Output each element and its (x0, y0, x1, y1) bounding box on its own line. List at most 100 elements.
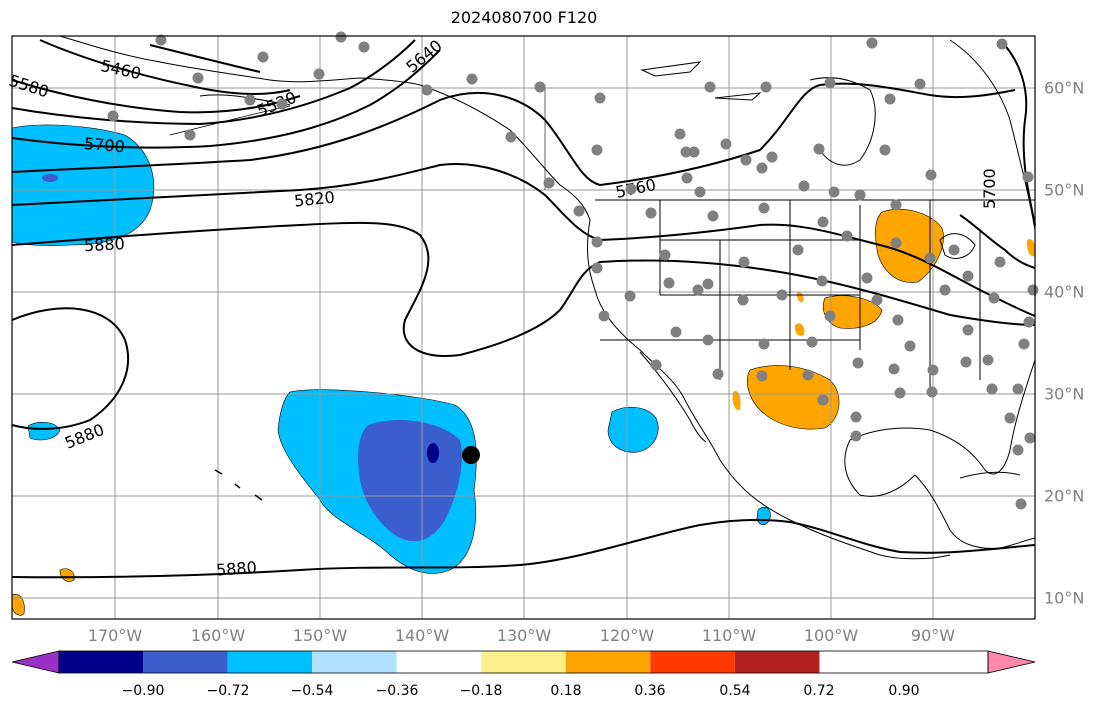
station-point (192, 72, 204, 84)
station-point (421, 84, 433, 96)
contour-label: 5820 (293, 188, 335, 211)
colorbar-bin (650, 651, 735, 673)
station-point (702, 334, 714, 346)
map-frame (11, 35, 1036, 620)
station-point (591, 236, 603, 248)
station-point (591, 144, 603, 156)
station-point (798, 180, 810, 192)
station-point (358, 41, 370, 53)
station-point (155, 34, 167, 46)
station-point (702, 278, 714, 290)
positive-anomaly-greatlakes (875, 209, 944, 283)
contour-label: 5880 (84, 234, 126, 255)
station-point (244, 94, 256, 106)
colorbar-tick-label: −0.18 (459, 683, 503, 699)
colorbar-bin (227, 651, 313, 673)
station-point (659, 249, 671, 261)
colorbar-tick-label: 0.18 (550, 683, 582, 699)
lat-label: 10°N (1044, 588, 1085, 608)
contour-5460 (39, 39, 291, 95)
colorbar-tick-label: 0.90 (888, 683, 920, 699)
contour-label: 5880 (215, 558, 257, 580)
station-point (824, 310, 836, 322)
lon-label: 110°W (701, 626, 757, 645)
colorbar-tick-label: 0.36 (634, 683, 666, 699)
lon-label: 160°W (190, 626, 246, 645)
station-point (591, 262, 603, 274)
station-point (904, 340, 916, 352)
lon-label: 120°W (599, 626, 655, 645)
negative-anomaly-small-2 (756, 506, 771, 526)
lon-label: 130°W (496, 626, 552, 645)
station-point (670, 326, 682, 338)
station-point (594, 92, 606, 104)
colorbar-bin (734, 651, 820, 673)
colorbar-tick-label: −0.54 (290, 683, 334, 699)
station-point (927, 364, 939, 376)
station-point (962, 270, 974, 282)
contour-5760 (11, 82, 1016, 187)
lon-label: 90°W (910, 626, 956, 645)
positive-anomaly-small-1 (794, 323, 805, 336)
lon-label: 150°W (292, 626, 348, 645)
station-point (1004, 412, 1016, 424)
colorbar-bin (396, 651, 482, 673)
positive-anomaly-tropics-2 (11, 594, 25, 616)
station-point (926, 386, 938, 398)
station-point (817, 216, 829, 228)
station-point (988, 292, 1000, 304)
station-point (1027, 284, 1039, 296)
station-point (534, 81, 546, 93)
station-point (756, 162, 768, 174)
station-point (1022, 171, 1034, 183)
lat-label: 60°N (1044, 78, 1085, 98)
station-point (828, 186, 840, 198)
station-point (925, 169, 937, 181)
station-point (890, 237, 902, 249)
station-point (813, 143, 825, 155)
colorbar-tick-label: 0.54 (719, 683, 751, 699)
colorbar-extend-low (11, 650, 60, 674)
station-point (962, 324, 974, 336)
station-point (650, 359, 662, 371)
station-point (884, 93, 896, 105)
positive-anomaly-mexico (747, 365, 840, 430)
colorbar-frame (58, 650, 989, 674)
positive-anomaly-atlantic (1026, 239, 1036, 257)
station-point (505, 131, 517, 143)
station-point (1024, 432, 1036, 444)
station-point (892, 314, 904, 326)
station-point (1015, 498, 1027, 510)
station-point (694, 186, 706, 198)
contour-5700-east (959, 214, 1036, 269)
colorbar-bin (143, 651, 228, 673)
colorbar-tick-label: −0.72 (206, 683, 250, 699)
contour-label: 5700 (83, 134, 125, 156)
colorbar-tick-label: −0.36 (375, 683, 419, 699)
contour-5580 (11, 79, 301, 114)
station-point (760, 81, 772, 93)
station-point (982, 354, 994, 366)
negative-anomaly-small-1 (27, 421, 61, 441)
station-point (792, 244, 804, 256)
station-point (986, 383, 998, 395)
station-point (894, 387, 906, 399)
lon-label: 170°W (87, 626, 143, 645)
contour-5880-west (11, 307, 130, 430)
contour-label: 5700 (980, 168, 999, 209)
colorbar-tick-label: 0.72 (803, 683, 835, 699)
station-point (914, 78, 926, 90)
station-point (712, 368, 724, 380)
station-point (335, 31, 347, 43)
contour-5520 (149, 44, 261, 73)
station-point (624, 290, 636, 302)
station-point (707, 210, 719, 222)
station-point (1018, 338, 1030, 350)
negative-anomaly-nw (11, 124, 155, 246)
negative-anomaly-east (607, 406, 659, 453)
station-point (766, 151, 778, 163)
colorbar-extend-high (987, 650, 1036, 674)
station-point (776, 289, 788, 301)
station-point (184, 129, 196, 141)
